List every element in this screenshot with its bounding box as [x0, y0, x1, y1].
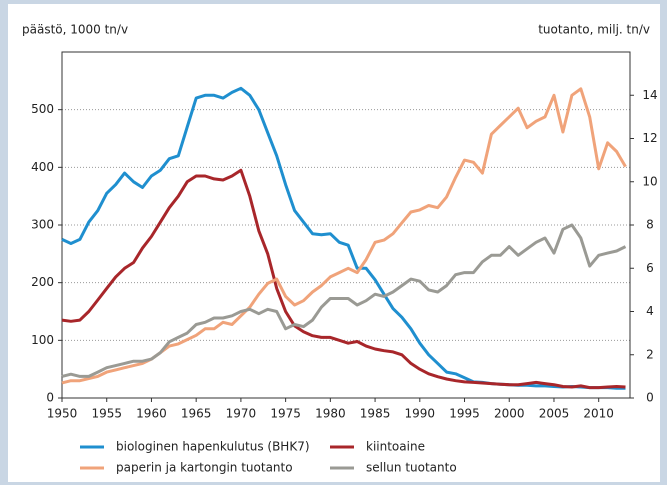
legend-label: paperin ja kartongin tuotanto — [116, 461, 293, 475]
x-tick-label: 1965 — [181, 407, 212, 421]
y2-tick-label: 10 — [642, 174, 657, 188]
x-tick-label: 1970 — [226, 407, 257, 421]
y-tick-label: 400 — [31, 160, 54, 174]
x-tick-label: 2005 — [539, 407, 570, 421]
x-tick-label: 1975 — [270, 407, 301, 421]
series-line — [61, 86, 626, 390]
y2-tick-label: 12 — [642, 131, 657, 145]
y2-tick-label: 14 — [642, 88, 657, 102]
legend-label: kiintoaine — [366, 440, 425, 454]
x-tick-label: 2000 — [494, 407, 525, 421]
x-tick-label: 1960 — [136, 407, 167, 421]
x-tick-label: 1955 — [91, 407, 122, 421]
y2-tick-label: 4 — [646, 304, 654, 318]
y2-tick-label: 8 — [646, 218, 654, 232]
y-tick-label: 100 — [31, 333, 54, 347]
y2-tick-label: 0 — [646, 391, 654, 405]
x-tick-label: 1995 — [449, 407, 480, 421]
legend-label: sellun tuotanto — [366, 461, 457, 475]
x-tick-label: 2010 — [583, 407, 614, 421]
y2-tick-label: 2 — [646, 347, 654, 361]
y-tick-label: 500 — [31, 102, 54, 116]
x-tick-label: 1990 — [405, 407, 436, 421]
x-tick-label: 1985 — [360, 407, 391, 421]
plot-frame — [61, 51, 631, 399]
y-axis-label: päästö, 1000 tn/v — [22, 23, 128, 37]
y-tick-label: 0 — [46, 391, 54, 405]
legend-label: biologinen hapenkulutus (BHK7) — [116, 440, 310, 454]
y-tick-label: 200 — [31, 275, 54, 289]
x-tick-label: 1980 — [315, 407, 346, 421]
y-tick-label: 300 — [31, 218, 54, 232]
panel — [8, 4, 660, 482]
y2-axis-label: tuotanto, milj. tn/v — [538, 23, 650, 37]
series-line — [61, 168, 626, 390]
series-line — [61, 223, 627, 378]
x-tick-label: 1950 — [47, 407, 78, 421]
y2-tick-label: 6 — [646, 261, 654, 275]
